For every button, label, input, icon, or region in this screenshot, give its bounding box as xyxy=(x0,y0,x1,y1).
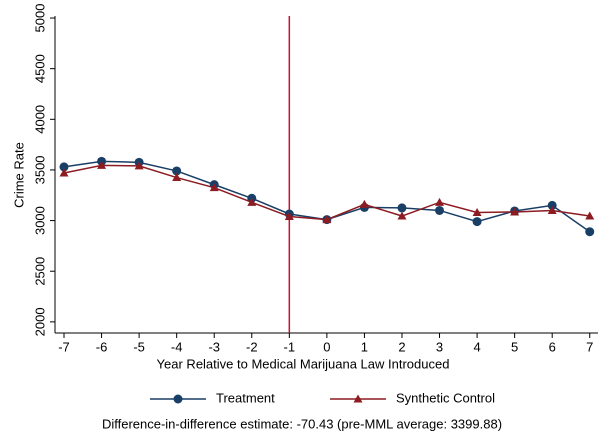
marker xyxy=(585,211,595,220)
marker xyxy=(397,211,407,220)
marker xyxy=(472,207,482,216)
x-tick-label: 0 xyxy=(323,339,330,354)
marker xyxy=(510,207,520,216)
y-tick-label: 2500 xyxy=(32,257,47,286)
y-tick-label: 5000 xyxy=(32,4,47,33)
y-tick-label: 4500 xyxy=(32,54,47,83)
marker xyxy=(173,394,183,404)
x-tick-label: -3 xyxy=(208,339,220,354)
x-tick-label: -6 xyxy=(96,339,108,354)
y-tick-label: 3000 xyxy=(32,206,47,235)
marker xyxy=(322,215,332,224)
marker xyxy=(284,212,294,221)
marker xyxy=(247,197,257,206)
x-tick-label: -5 xyxy=(133,339,145,354)
marker xyxy=(209,183,219,192)
marker xyxy=(547,200,557,210)
y-axis-label: Crime Rate xyxy=(11,142,26,208)
x-tick-label: 4 xyxy=(473,339,480,354)
note: Difference-in-difference estimate: -70.4… xyxy=(102,416,502,431)
x-tick-label: 3 xyxy=(436,339,443,354)
marker xyxy=(59,162,69,172)
x-tick-label: 1 xyxy=(361,339,368,354)
marker xyxy=(472,217,482,227)
marker xyxy=(97,160,107,169)
marker xyxy=(435,197,445,206)
y-tick-label: 4000 xyxy=(32,105,47,134)
marker xyxy=(397,203,407,213)
x-tick-label: -7 xyxy=(58,339,70,354)
series-line xyxy=(63,164,590,221)
y-tick-label: 2000 xyxy=(32,307,47,336)
x-tick-label: -4 xyxy=(171,339,183,354)
marker xyxy=(134,161,144,170)
x-tick-label: 5 xyxy=(511,339,518,354)
legend-label: Synthetic Control xyxy=(396,390,495,405)
marker xyxy=(59,168,69,177)
x-tick-label: 6 xyxy=(549,339,556,354)
x-tick-label: -1 xyxy=(284,339,296,354)
y-tick-label: 3500 xyxy=(32,155,47,184)
marker xyxy=(435,205,445,215)
marker xyxy=(547,205,557,214)
x-tick-label: 7 xyxy=(586,339,593,354)
legend-label: Treatment xyxy=(216,390,275,405)
marker xyxy=(172,173,182,182)
marker xyxy=(353,394,363,403)
marker xyxy=(585,227,595,237)
x-tick-label: 2 xyxy=(398,339,405,354)
marker xyxy=(172,166,182,176)
marker xyxy=(359,199,369,208)
x-tick-label: -2 xyxy=(246,339,258,354)
x-axis-label: Year Relative to Medical Marijuana Law I… xyxy=(157,356,450,371)
